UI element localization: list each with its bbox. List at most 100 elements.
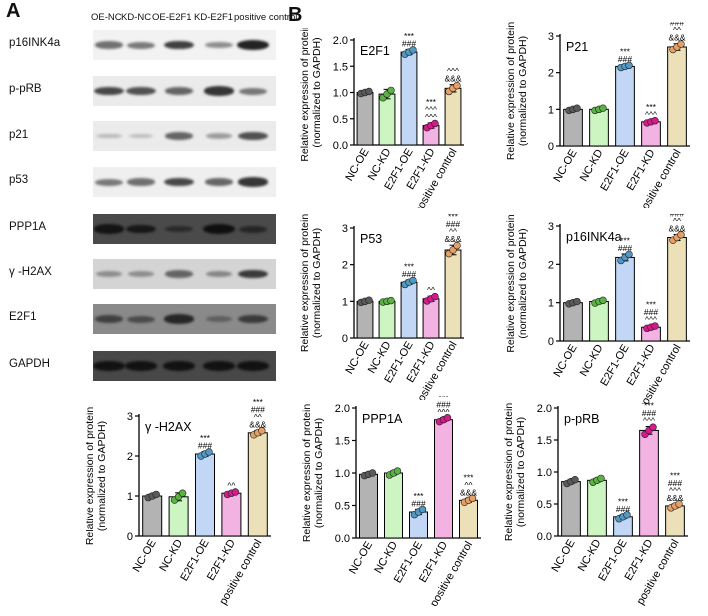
bar-chart-p21: Relative expression of protein(normalize… <box>505 22 690 208</box>
y-axis-label: Relative expression of protein(normalize… <box>505 214 529 352</box>
data-point <box>677 231 685 239</box>
significance-mark: ^^ <box>227 481 235 491</box>
significance-mark: *** <box>646 300 657 310</box>
blot-label: p21 <box>9 129 29 141</box>
chart-title: PPP1A <box>362 412 403 426</box>
y-tick-label: 3 <box>548 221 554 233</box>
bar <box>356 300 374 339</box>
data-point <box>623 511 631 519</box>
significance-mark: *** <box>404 262 415 272</box>
y-tick-label: 1.5 <box>333 61 348 73</box>
significance-mark: *** <box>448 214 459 222</box>
significance-mark: ### <box>411 498 425 508</box>
y-tick-label: 1.0 <box>537 467 552 479</box>
significance-mark: *** <box>426 97 437 107</box>
data-point <box>573 104 581 112</box>
y-axis-label-line: Relative expression of protein <box>299 214 311 352</box>
data-point <box>573 297 581 306</box>
data-point <box>365 87 373 96</box>
blot-band <box>237 40 269 50</box>
significance-mark: *** <box>646 102 657 112</box>
blot-band <box>203 86 235 96</box>
category-label: NC-OE <box>131 538 159 575</box>
bar <box>561 481 581 537</box>
y-axis-label-line: Relative expression of protein <box>86 407 96 545</box>
data-point <box>387 296 395 305</box>
bar <box>615 256 635 342</box>
significance-mark: *** <box>620 235 631 245</box>
significance-mark: ^^ <box>673 25 681 35</box>
data-point <box>258 427 266 435</box>
significance-mark: *** <box>253 397 264 407</box>
bar <box>356 92 374 146</box>
blot-band <box>94 86 124 96</box>
y-tick-label: 0.5 <box>333 114 348 126</box>
bar <box>615 65 635 147</box>
blot-label: p-pRB <box>9 83 42 95</box>
data-point <box>599 104 607 112</box>
significance-mark: ^^ <box>254 412 262 422</box>
significance-mark: ### <box>668 478 682 488</box>
blot-band <box>93 361 125 371</box>
lane-header: OE-NC <box>91 12 122 23</box>
panel-b-letter: B <box>288 4 303 26</box>
data-point <box>409 276 417 285</box>
significance-mark: &&& <box>666 493 683 503</box>
y-axis-label-line: (normalized to GAPDH) <box>517 36 529 146</box>
blot-band <box>127 315 155 323</box>
significance-mark: ### <box>616 504 630 514</box>
significance-mark: ^^^ <box>438 407 450 417</box>
y-tick-label: 2 <box>548 259 554 271</box>
lane-header: KD-NC <box>121 12 152 23</box>
significance-mark: ^^ <box>427 285 435 295</box>
blot-label: PPP1A <box>9 221 47 233</box>
bar <box>422 298 440 339</box>
y-tick-label: 0.0 <box>537 531 552 543</box>
blot-band <box>203 224 235 234</box>
bar <box>563 302 583 342</box>
blot-label: E2F1 <box>9 311 37 323</box>
chart-title: P53 <box>360 232 382 246</box>
data-point <box>453 241 461 250</box>
bar <box>667 46 687 147</box>
y-axis-label-line: (normalized to GAPDH) <box>515 417 527 527</box>
y-tick-label: 0.5 <box>335 501 350 513</box>
y-tick-label: 0 <box>548 141 554 153</box>
y-axis-label-line: Relative expression of protein <box>505 214 517 352</box>
data-point <box>468 494 477 503</box>
blot-band <box>237 269 269 279</box>
blot-band <box>205 133 233 139</box>
blot-band <box>95 271 123 277</box>
blot-band <box>125 224 157 234</box>
category-label: NC-KD <box>578 147 606 183</box>
data-point <box>649 423 657 431</box>
bar <box>359 473 378 539</box>
y-tick-label: 3 <box>342 223 348 235</box>
y-axis-label: Relative expression of protein(normalize… <box>301 404 325 542</box>
y-tick-label: 3 <box>548 31 554 43</box>
category-label: NC-OE <box>549 538 577 575</box>
significance-mark: ### <box>402 38 416 48</box>
category-label: NC-OE <box>347 540 375 577</box>
blot-band <box>239 225 267 233</box>
significance-mark: ^^^ <box>669 486 681 496</box>
lane-header: OE-E2F1 <box>152 12 192 23</box>
bar <box>142 495 163 537</box>
blot-band <box>164 270 194 278</box>
significance-mark: *** <box>620 46 631 56</box>
bar <box>667 237 687 342</box>
y-tick-label: 2.0 <box>537 403 552 415</box>
blot-band <box>94 315 124 323</box>
significance-mark: *** <box>644 401 655 411</box>
y-tick-label: 1.0 <box>335 468 350 480</box>
y-tick-label: 2.0 <box>333 35 348 47</box>
significance-mark: &&& <box>249 419 266 429</box>
significance-mark: &&& <box>460 487 477 497</box>
bar-chart-p53: Relative expression of protein(normalize… <box>299 214 464 400</box>
significance-mark: *** <box>200 433 211 443</box>
y-tick-label: 0 <box>548 336 554 348</box>
significance-mark: &&& <box>444 74 461 84</box>
y-tick-label: 2.0 <box>335 403 350 415</box>
significance-mark: *** <box>404 31 415 41</box>
